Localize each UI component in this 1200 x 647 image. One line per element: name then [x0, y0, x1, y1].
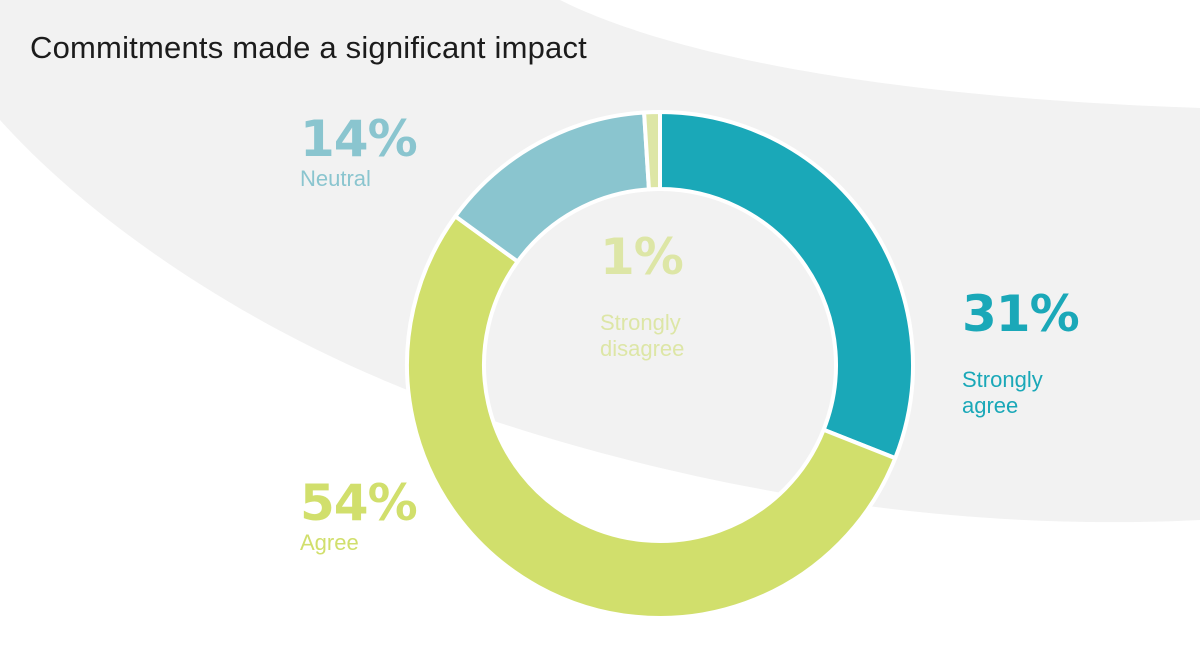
value-label-agree: 54% — [300, 474, 418, 532]
category-label-agree: Agree — [300, 530, 359, 555]
slice-strongly-disagree — [642, 110, 662, 192]
slice-agree — [404, 214, 898, 620]
category-label-strongly-agree: Strongly agree — [962, 367, 1043, 418]
slice-label-neutral: 14% Neutral — [300, 110, 418, 192]
category-label-neutral: Neutral — [300, 166, 371, 191]
slice-strongly-agree — [658, 110, 915, 461]
value-label-strongly-disagree: 1% — [600, 228, 684, 286]
slice-label-strongly-agree: 31% Strongly agree — [962, 285, 1080, 419]
slice-label-agree: 54% Agree — [300, 474, 418, 556]
category-label-strongly-disagree: Strongly disagree — [600, 310, 685, 361]
slice-label-strongly-disagree: 1% Strongly disagree — [600, 232, 684, 362]
value-label-neutral: 14% — [300, 110, 418, 168]
chart-title: Commitments made a significant impact — [30, 30, 587, 65]
value-label-strongly-agree: 31% — [962, 285, 1080, 343]
